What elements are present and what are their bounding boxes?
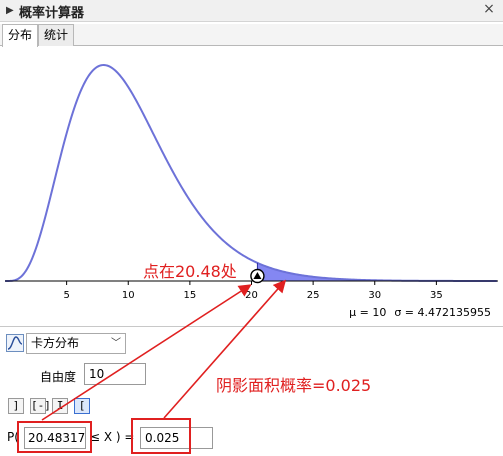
- curve-glyph: [7, 336, 23, 350]
- tab-distribution[interactable]: 分布: [2, 24, 39, 47]
- dof-input[interactable]: 10: [84, 363, 146, 385]
- close-icon[interactable]: ×: [483, 1, 495, 17]
- interval-icon[interactable]: [-]: [30, 398, 51, 414]
- x-tick-label: 25: [307, 290, 320, 301]
- shade-annotation: 阴影面积概率=0.025: [216, 376, 372, 395]
- point-annotation: 点在20.48处: [143, 262, 237, 281]
- distribution-curve-icon[interactable]: [6, 334, 24, 352]
- chart-svg: 5 10 15 20 25 30 35: [5, 63, 498, 301]
- probability-result[interactable]: 0.025: [140, 427, 213, 449]
- chevron-down-icon: ﹀: [111, 338, 121, 349]
- mean-readout: μ = 10: [349, 306, 387, 319]
- x-tick-label: 10: [122, 290, 135, 301]
- tab-bar: 分布 统计: [0, 24, 503, 47]
- title-bar: ▶ 概率计算器 ×: [0, 0, 503, 22]
- x-tick-label: 15: [184, 290, 197, 301]
- x-tick-label: 30: [368, 290, 381, 301]
- window-title: 概率计算器: [19, 6, 85, 21]
- two-sided-icon[interactable]: I: [52, 398, 68, 414]
- distribution-select[interactable]: 卡方分布 ﹀: [26, 333, 126, 354]
- tab-statistics[interactable]: 统计: [38, 24, 75, 46]
- x-tick-label: 5: [63, 290, 69, 301]
- shaded-area: [257, 262, 498, 281]
- lower-bound-input[interactable]: 20.483177: [24, 427, 86, 449]
- sd-readout: σ = 4.472135955: [394, 306, 491, 319]
- prob-operator: ≤ X ) =: [90, 430, 135, 444]
- right-sided-icon[interactable]: [: [74, 398, 90, 414]
- marker-triangle-icon: [253, 272, 262, 279]
- stats-readout: μ = 10 σ = 4.472135955: [341, 306, 491, 319]
- distribution-plot[interactable]: 5 10 15 20 25 30 35 μ = 10 σ = 4.472135955: [0, 47, 503, 327]
- distribution-select-value: 卡方分布: [31, 336, 80, 350]
- prob-prefix: P(: [7, 430, 19, 444]
- x-tick-label: 20: [245, 290, 258, 301]
- left-sided-icon[interactable]: ]: [8, 398, 24, 414]
- density-curve: [5, 63, 497, 282]
- collapse-icon[interactable]: ▶: [6, 5, 14, 16]
- x-tick-label: 35: [430, 290, 443, 301]
- dof-label: 自由度: [40, 370, 77, 384]
